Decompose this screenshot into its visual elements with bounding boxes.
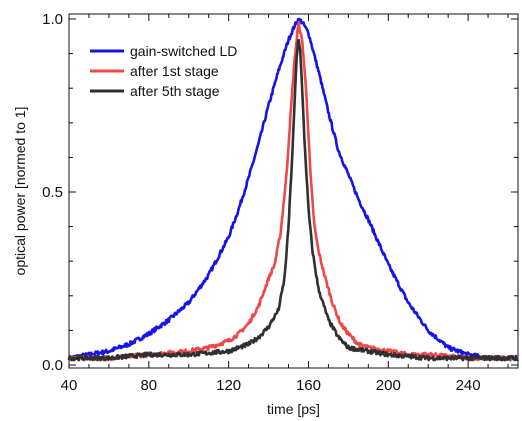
- x-tick-label: 160: [296, 377, 321, 394]
- legend-label: gain-switched LD: [130, 43, 237, 59]
- x-tick-label: 40: [61, 377, 78, 394]
- series-layer: [67, 17, 519, 362]
- y-tick-label: 0.5: [42, 184, 63, 201]
- y-axis-ticks: 0.0 0.5 1.0: [42, 11, 518, 374]
- y-tick-label: 0.0: [42, 357, 63, 374]
- x-axis-title: time [ps]: [267, 401, 320, 417]
- plot-area-border: [68, 13, 519, 369]
- x-tick-label: 200: [376, 377, 401, 394]
- plot-frame: [68, 13, 519, 369]
- legend-label: after 1st stage: [130, 63, 219, 79]
- legend-label: after 5th stage: [130, 83, 220, 99]
- y-tick-label: 1.0: [42, 11, 63, 28]
- legend: gain-switched LD after 1st stage after 5th…: [90, 43, 237, 99]
- series-line-1: [67, 17, 519, 362]
- y-axis-title: optical power [normed to 1]: [12, 107, 28, 276]
- x-tick-label: 240: [456, 377, 481, 394]
- series-line-3: [67, 38, 518, 362]
- x-tick-label: 120: [216, 377, 241, 394]
- x-tick-label: 80: [140, 377, 157, 394]
- x-axis-ticks: 40 80 120 160 200 240: [61, 14, 509, 394]
